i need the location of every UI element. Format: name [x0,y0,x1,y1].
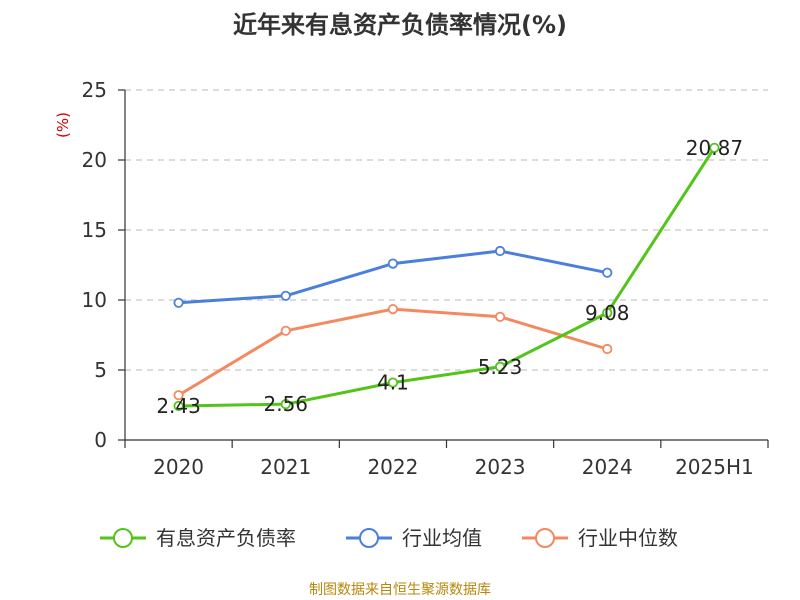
data-label: 20.87 [686,136,743,160]
legend-swatch-marker [113,528,133,548]
data-point [602,343,613,355]
x-tick-label: 2022 [367,455,418,479]
data-point [280,399,291,410]
data-point [709,142,720,153]
legend-item[interactable]: 行业均值 [346,526,482,550]
data-point [387,377,399,388]
data-label: 9.08 [585,301,630,325]
y-tick-label: 0 [94,428,107,452]
chart-title: 近年来有息资产负债率情况(%) [233,11,567,39]
data-label: 2.56 [263,392,308,416]
data-point [602,267,613,278]
legend: 有息资产负债率 行业均值 行业中位数 [100,526,678,550]
data-point [173,297,184,308]
legend-swatch-marker [359,528,379,548]
y-tick-label: 20 [82,148,107,172]
data-point [387,303,399,315]
data-label: 2.43 [156,394,201,418]
y-tick-label: 15 [82,218,107,242]
data-label: 5.23 [478,355,523,379]
y-tick-label: 10 [82,288,107,312]
series-line [177,146,716,408]
axes: 0 5 10 15 20 25 2020 2021 2022 2023 2024 2025H1 [82,78,769,479]
data-label: 4.1 [377,371,409,395]
legend-item[interactable]: 有息资产负债率 [100,526,296,550]
x-tick-label: 2025H1 [675,455,754,479]
grid-lines [125,89,768,371]
y-tick-label: 5 [94,358,107,382]
legend-label: 行业中位数 [578,526,678,550]
y-tick-label: 25 [82,78,107,102]
legend-swatch-marker [535,528,555,548]
legend-label: 行业均值 [402,526,482,550]
x-tick-label: 2021 [260,455,311,479]
data-point [602,307,613,318]
data-point [387,258,399,269]
data-point [494,361,506,372]
x-tick-label: 2020 [153,455,204,479]
data-point [280,325,291,336]
data-point [494,245,506,257]
series-lines [173,142,720,412]
data-labels: 2.43 2.56 4.1 5.23 9.08 20.87 [156,136,743,418]
source-note: 制图数据来自恒生聚源数据库 [309,582,491,598]
x-tick-label: 2024 [582,455,633,479]
data-point [173,400,184,412]
data-point [280,290,291,301]
data-point [494,311,506,322]
data-point [173,390,184,401]
x-tick-label: 2023 [475,455,526,479]
legend-item[interactable]: 行业中位数 [522,526,678,550]
y-axis-unit-label: (%) [54,112,72,138]
legend-label: 有息资产负债率 [156,526,296,550]
